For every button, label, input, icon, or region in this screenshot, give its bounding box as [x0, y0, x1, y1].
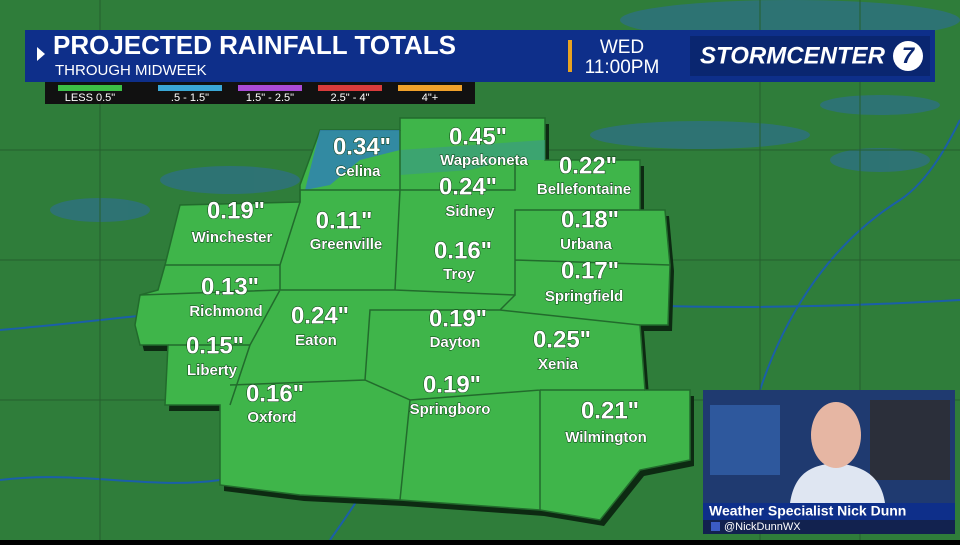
- city-name: Celina: [335, 163, 381, 180]
- presenter-handle: @NickDunnWX: [724, 521, 801, 533]
- higher-rain-area: [305, 130, 400, 190]
- day: WED: [600, 37, 644, 58]
- rain-amount: 0.34": [333, 133, 391, 160]
- city-name: Xenia: [538, 356, 579, 373]
- rain-amount: 0.24": [439, 173, 497, 200]
- rain-amount: 0.17": [561, 257, 619, 284]
- rain-amount: 0.19": [207, 197, 265, 224]
- city-name: Troy: [443, 266, 475, 283]
- rain-amount: 0.16": [434, 237, 492, 264]
- presenter-name-bar: [703, 503, 955, 520]
- city-name: Richmond: [189, 303, 262, 320]
- higher-rain-area: [400, 140, 545, 175]
- presenter-name: Weather Specialist Nick Dunn: [709, 503, 906, 519]
- time: 11:00PM: [585, 57, 660, 78]
- legend-swatch: [158, 85, 222, 91]
- social-icon: [711, 522, 720, 531]
- legend-swatch: [58, 85, 122, 91]
- rain-amount: 0.18": [561, 206, 619, 233]
- legend-swatch: [238, 85, 302, 91]
- header-arrow: [37, 47, 45, 61]
- rain-amount: 0.13": [201, 273, 259, 300]
- rain-amount: 0.19": [429, 305, 487, 332]
- city-name: Oxford: [247, 409, 296, 426]
- rain-amount: 0.25": [533, 326, 591, 353]
- city-name: Wilmington: [565, 429, 647, 446]
- presenter-handle-bar: [703, 520, 955, 534]
- rain-amount: 0.24": [291, 302, 349, 329]
- city-name: Dayton: [430, 334, 481, 351]
- city-name: Sidney: [445, 203, 495, 220]
- rain-amount: 0.19": [423, 371, 481, 398]
- county-lines: [139, 130, 671, 510]
- time-divider: [568, 40, 572, 72]
- city-name: Wapakoneta: [440, 152, 528, 169]
- studio-screen: [710, 405, 780, 475]
- logo-box: [690, 36, 930, 76]
- legend-label: .5 - 1.5": [171, 92, 209, 104]
- legend-label: 4"+: [422, 92, 438, 104]
- legend-label: 1.5" - 2.5": [246, 92, 294, 104]
- rain-amount: 0.21": [581, 397, 639, 424]
- legend-label: LESS 0.5": [65, 92, 115, 104]
- city-name: Winchester: [192, 229, 273, 246]
- logo-badge: [893, 41, 923, 71]
- legend-swatch: [318, 85, 382, 91]
- logo-number: 7: [902, 43, 916, 68]
- forecast-area: [134, 117, 691, 521]
- header-subtitle: THROUGH MIDWEEK: [55, 62, 207, 79]
- city-name: Urbana: [560, 236, 612, 253]
- studio-background: [870, 400, 950, 480]
- legend-label: 2.5" - 4": [331, 92, 370, 104]
- presenter-shirt: [790, 463, 885, 503]
- logo: STORMCENTER: [700, 42, 886, 69]
- rain-amount: 0.11": [316, 207, 373, 234]
- rain-amount: 0.22": [559, 152, 617, 179]
- header-title: PROJECTED RAINFALL TOTALS: [53, 30, 456, 60]
- city-name: Greenville: [310, 236, 383, 253]
- city-name: Springfield: [545, 288, 623, 305]
- presenter-head: [811, 402, 861, 468]
- city-name: Bellefontaine: [537, 181, 631, 198]
- legend-swatch: [398, 85, 462, 91]
- rain-amount: 0.45": [449, 123, 507, 150]
- rain-amount: 0.16": [246, 380, 304, 407]
- location-labels: 0.34" Celina 0.45" Wapakoneta 0.22" Bellefont…: [185, 123, 647, 447]
- rain-amount: 0.15": [186, 332, 244, 359]
- city-name: Liberty: [187, 362, 238, 379]
- legend: LESS 0.5" .5 - 1.5" 1.5" - 2.5" 2.5" - 4" 4"…: [58, 85, 462, 104]
- city-name: Eaton: [295, 332, 337, 349]
- city-name: Springboro: [410, 401, 491, 418]
